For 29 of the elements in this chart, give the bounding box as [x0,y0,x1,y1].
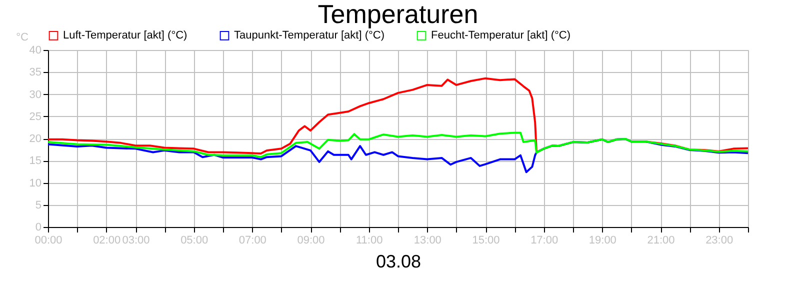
y-tick-label: 15 [29,155,42,168]
y-tick-label: 20 [29,133,42,145]
x-tick-label: 09:00 [297,234,325,246]
x-tick-label: 17:00 [530,234,558,246]
x-tick-label: 21:00 [647,234,675,246]
y-tick-label: 40 [29,44,42,56]
y-tick-label: 5 [35,199,42,212]
x-tick-label: 05:00 [180,234,208,246]
x-tick-label: 13:00 [414,234,442,246]
x-tick-label: 15:00 [472,234,500,246]
x-tick-label: 23:00 [706,234,734,246]
y-tick-label: 30 [29,88,42,101]
x-tick-label: 19:00 [588,234,616,246]
x-tick-label: 00:00 [34,234,62,246]
x-axis-title: 03.08 [376,252,422,272]
y-tick-label: 0 [35,222,42,234]
y-tick-label: 25 [29,110,42,123]
x-tick-label: 11:00 [356,234,383,246]
legend-label: Feucht-Temperatur [akt] (°C) [431,30,570,42]
x-tick-label: 03:00 [122,234,150,246]
legend-label: Taupunkt-Temperatur [akt] (°C) [234,30,385,42]
x-tick-label: 07:00 [238,234,266,246]
y-tick-label: 35 [29,66,42,79]
y-tick-label: 10 [29,177,42,190]
x-tick-label: 02:00 [93,234,121,246]
legend-label: Luft-Temperatur [akt] (°C) [63,30,188,42]
line-series [47,132,749,158]
chart-title: Temperaturen [318,0,478,29]
y-axis-title: °C [16,32,29,44]
